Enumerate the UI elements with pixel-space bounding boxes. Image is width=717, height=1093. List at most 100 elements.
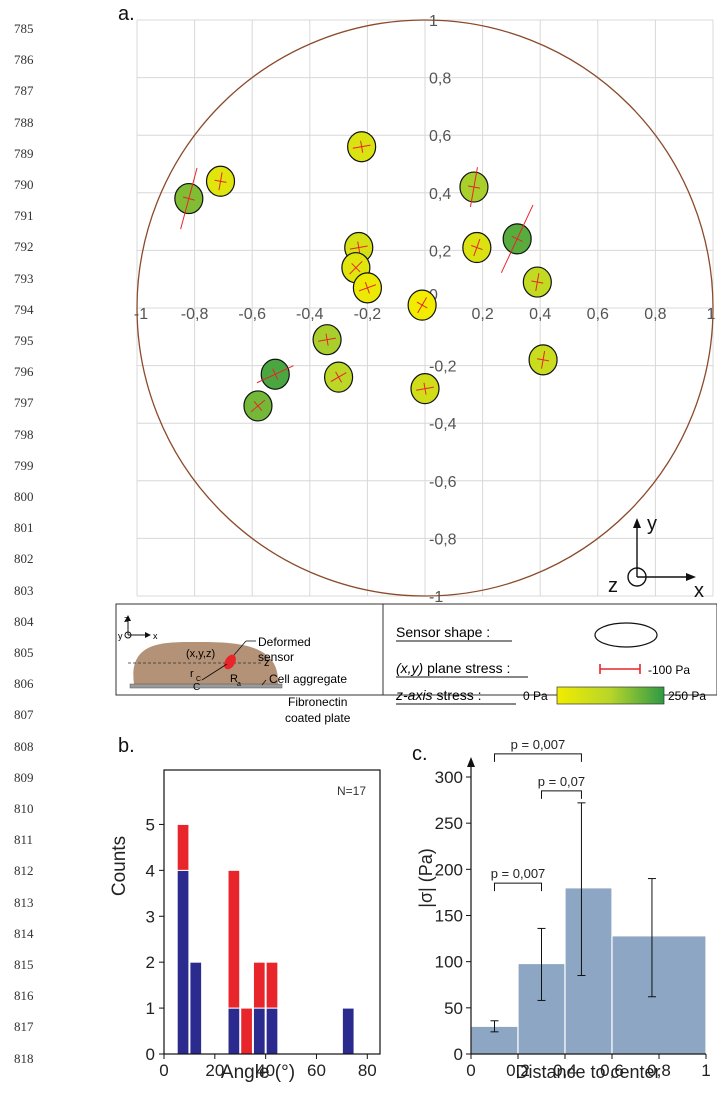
line-number: 816 [14,988,34,1004]
legend-z-stress: z-axis stress : [395,687,482,703]
panel-b-bars [176,823,355,1055]
z-axis-label: z [608,575,618,597]
histogram-bar [240,1007,253,1055]
legend-z-colorbar [556,686,665,705]
y-tick-label: -1 [429,589,443,606]
histogram-bar [252,1007,266,1055]
stress-cross [253,401,263,411]
sensor-marker [205,165,236,197]
x-tick-label: 0,8 [644,306,666,323]
line-number: 798 [14,426,34,442]
plate-label-1: Fibronectin [288,695,347,709]
line-number: 805 [14,645,34,660]
x-tick-label: 40 [256,1061,275,1080]
y-tick-label: 2 [146,953,155,972]
y-tick-label: 5 [146,815,155,834]
panel-c-letter: c. [412,743,428,765]
aggregate-schematic: z y x z Deformed sensor (x,y,z) r C C R … [118,614,351,725]
significance-bracket [494,753,582,762]
stress-cross [531,280,544,284]
p-value-label: p = 0,007 [511,737,566,752]
radius-line [201,663,228,681]
x-tick-label: -0,8 [181,306,209,323]
schematic-z-label: z [124,614,129,624]
x-axis-label: x [694,580,704,602]
rc-subscript: C [196,676,201,683]
aggregate-pointer [261,679,267,686]
stress-cross [335,371,343,383]
histogram-bar [189,961,203,1055]
line-number: 793 [14,270,34,286]
x-tick-label: 0,6 [587,306,609,323]
y-tick-label: 200 [435,860,463,879]
legend: Sensor shape : (x,y) plane stress : -100… [395,622,706,705]
line-number: 786 [14,52,34,68]
panel-a-letter: a. [118,3,135,25]
y-tick-label: 0 [146,1045,155,1064]
legend-sensor-ellipse [594,622,658,648]
sensor-marker [352,272,382,304]
stress-cross [214,179,227,183]
deformed-sensor-label-2: sensor [258,650,294,664]
line-number: 795 [14,333,34,348]
line-number: 799 [14,457,34,473]
line-number: 797 [14,395,34,411]
schematic-plane-z: z [264,657,270,669]
significance-brackets: p = 0,007 p = 0,07 p = 0,007 [491,737,585,892]
x-tick-label: 0 [466,1061,475,1080]
p-value-label: p = 0,007 [491,866,546,881]
histogram-bar [227,869,241,1009]
stress-cross [416,301,428,309]
panel-c-xlabel: Distance to center [515,1062,660,1082]
histogram-bar [564,887,613,1055]
schematic-y-axis-icon [124,631,132,639]
x-tick-label: -0,4 [296,306,324,323]
deformed-sensor-label-1: Deformed [258,635,311,649]
x-tick-label: 0 [159,1061,168,1080]
panel-b-ylabel: Counts [109,836,130,896]
stress-cross [357,241,361,254]
line-number: 804 [14,613,34,629]
y-axis-arrowhead [467,757,475,767]
significance-bracket [541,790,582,799]
line-number: 810 [14,801,34,816]
y-tick-label: 50 [444,999,463,1018]
line-number: 803 [14,582,34,598]
legend-plane-stress: (x,y) plane stress : [396,660,510,676]
y-tick-label: -0,6 [429,474,457,491]
y-tick-label: 100 [435,953,463,972]
y-tick-label: 1 [429,13,438,30]
y-tick-label: 0,8 [429,71,451,88]
stress-cross [325,333,329,346]
x-tick-label: 0,8 [647,1061,671,1080]
fibronectin-plate [129,683,283,689]
legend-box-border [115,603,717,696]
line-number: 809 [14,769,34,785]
sensor-marker [528,344,558,376]
position-label: (x,y,z) [186,648,215,660]
histogram-bar [227,1007,241,1055]
line-number: 812 [14,863,34,879]
sensor-marker [462,231,492,264]
line-number: 796 [14,364,34,380]
panel-c: c. 0 0,2 0,4 0,6 0,8 1 0 50 100 150 200 250 300 p = … [412,737,711,1082]
schematic-y-label: y [118,631,123,641]
sensor-marker [459,167,489,207]
panel-c-bars [470,802,707,1055]
aggregate-label: Cell aggregate [269,672,347,686]
line-number: 806 [14,676,34,692]
x-tick-label: 0,6 [600,1061,624,1080]
axis-triad [627,518,696,587]
x-tick-label: -1 [134,306,148,323]
histogram-bar [252,961,266,1009]
legend-sensor-shape: Sensor shape : [396,624,490,640]
stress-cross [272,368,279,380]
y-tick-label: 0,4 [429,186,451,203]
panel-b-frame [163,769,381,1055]
panel-b-axes: 0 20 40 60 80 0 1 2 3 4 5 [146,769,381,1080]
panel-b-xlabel: Angle (°) [221,1062,295,1083]
stress-cross [360,140,364,153]
stress-cross [511,235,523,242]
sensor-marker [243,390,273,422]
